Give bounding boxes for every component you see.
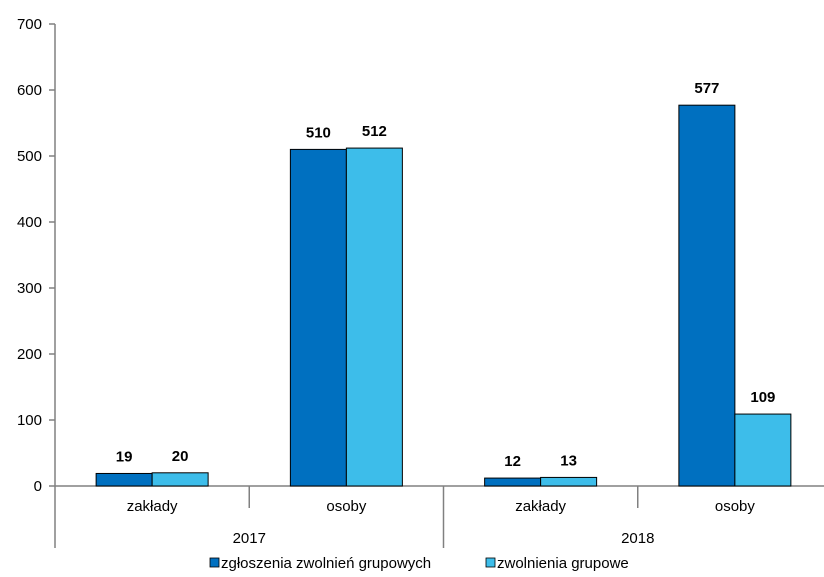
bar-series-1 bbox=[289, 148, 347, 487]
data-label: 13 bbox=[560, 452, 577, 469]
bar-series-1 bbox=[678, 104, 736, 487]
data-label: 109 bbox=[750, 389, 775, 406]
bar-series-2 bbox=[151, 472, 209, 487]
legend-label: zgłoszenia zwolnień grupowych bbox=[221, 555, 431, 572]
category-label: zakłady bbox=[127, 498, 178, 515]
y-tick-label: 100 bbox=[17, 412, 42, 429]
bar-series-1 bbox=[95, 472, 153, 487]
y-tick-label: 700 bbox=[17, 16, 42, 33]
data-label: 19 bbox=[116, 448, 133, 465]
category-label: osoby bbox=[326, 498, 367, 515]
bar-series-2 bbox=[540, 476, 598, 487]
legend-swatch bbox=[209, 557, 220, 568]
y-tick-label: 500 bbox=[17, 148, 42, 165]
y-tick-label: 0 bbox=[34, 478, 42, 495]
data-label: 12 bbox=[504, 453, 521, 470]
data-label: 20 bbox=[172, 448, 189, 465]
data-label: 510 bbox=[306, 124, 331, 141]
bar-series-2 bbox=[345, 147, 403, 487]
chart-bars bbox=[95, 104, 792, 487]
group-label: 2018 bbox=[621, 530, 654, 547]
y-tick-label: 200 bbox=[17, 346, 42, 363]
bar-series-2 bbox=[734, 413, 792, 487]
data-label: 577 bbox=[694, 80, 719, 97]
group-label: 2017 bbox=[233, 530, 266, 547]
legend-label: zwolnienia grupowe bbox=[497, 555, 629, 572]
data-label: 512 bbox=[362, 123, 387, 140]
category-label: osoby bbox=[715, 498, 756, 515]
chart-labels: zakłady 19 20 osoby 510 512 2017 zakłady 12 13 oso… bbox=[116, 80, 776, 547]
y-tick-label: 600 bbox=[17, 82, 42, 99]
y-tick-label: 400 bbox=[17, 214, 42, 231]
chart-legend: zgłoszenia zwolnień grupowych zwolnienia … bbox=[209, 555, 629, 572]
category-label: zakłady bbox=[515, 498, 566, 515]
y-tick-label: 300 bbox=[17, 280, 42, 297]
bar-series-1 bbox=[484, 477, 542, 487]
legend-swatch bbox=[485, 557, 496, 568]
